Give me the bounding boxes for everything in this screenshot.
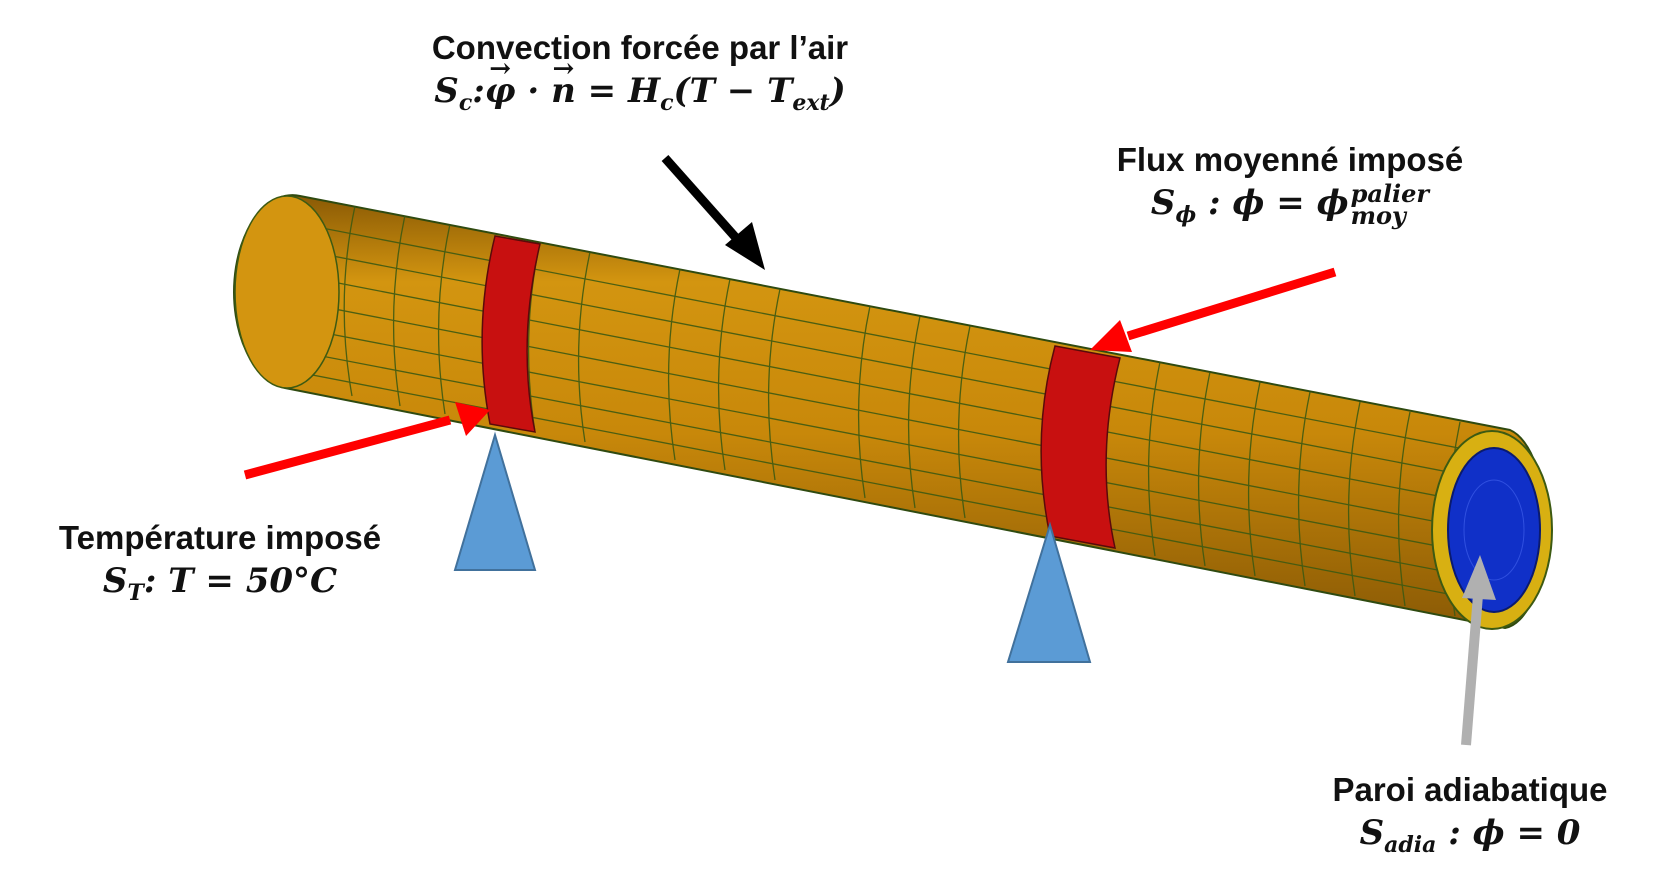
flux-equation: Sϕ : ϕ = ϕ palier moy: [1150, 179, 1430, 230]
temperature-title: Température imposé: [58, 519, 382, 556]
convection-equation: Sc:φ · n = Hc(T − Text): [390, 46, 890, 126]
arrow-flux: [1090, 267, 1337, 352]
support-right: [1006, 521, 1092, 663]
flux-title: Flux moyenné imposé: [1116, 141, 1464, 178]
arrow-temperature: [243, 402, 490, 480]
label-convection: Convection forcée par l’air Sc:φ · n = H…: [390, 28, 890, 126]
support-left: [453, 431, 537, 571]
arrow-convection: [661, 155, 765, 270]
pipe-end-adiabatic-wall: [1431, 430, 1553, 630]
label-temperature: Température imposé ST: T = 50°C: [30, 518, 410, 616]
flux-band-right: [1040, 345, 1121, 549]
temperature-equation: ST: T = 50°C: [102, 561, 338, 606]
adiabatic-title: Paroi adiabatique: [1332, 771, 1608, 808]
label-flux: Flux moyenné imposé Sϕ : ϕ = ϕ palier moy: [1080, 140, 1500, 238]
pipe-body: [233, 194, 1547, 630]
label-adiabatic: Paroi adiabatique Sadia : ϕ = 0: [1300, 770, 1640, 868]
flux-band-left: [481, 235, 541, 433]
convection-title: Convection forcée par l’air: [431, 29, 849, 66]
adiabatic-equation: Sadia : ϕ = 0: [1359, 813, 1581, 858]
arrow-adiabatic: [1461, 555, 1496, 746]
